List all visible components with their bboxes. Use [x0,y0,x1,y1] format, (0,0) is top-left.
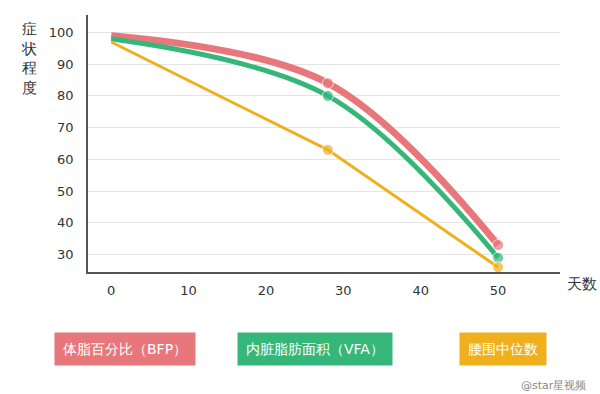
svg-text:50: 50 [490,283,507,298]
svg-text:内脏脂肪面积（VFA）: 内脏脂肪面积（VFA） [246,341,384,357]
svg-text:80: 80 [57,88,74,103]
svg-text:60: 60 [57,152,74,167]
svg-text:天数: 天数 [567,275,597,293]
svg-text:70: 70 [57,120,74,135]
svg-text:体脂百分比（BFP）: 体脂百分比（BFP） [63,341,187,357]
svg-text:@star星视频: @star星视频 [521,379,586,392]
svg-text:50: 50 [57,184,74,199]
svg-text:20: 20 [258,283,275,298]
svg-text:30: 30 [335,283,352,298]
svg-text:40: 40 [57,215,74,230]
svg-text:10: 10 [180,283,197,298]
svg-text:100: 100 [49,25,74,40]
svg-text:40: 40 [412,283,429,298]
svg-text:0: 0 [107,283,115,298]
svg-text:腰围中位数: 腰围中位数 [468,341,538,357]
svg-text:90: 90 [57,57,74,72]
svg-text:症状程度: 症状程度 [21,20,37,97]
svg-text:30: 30 [57,247,74,262]
